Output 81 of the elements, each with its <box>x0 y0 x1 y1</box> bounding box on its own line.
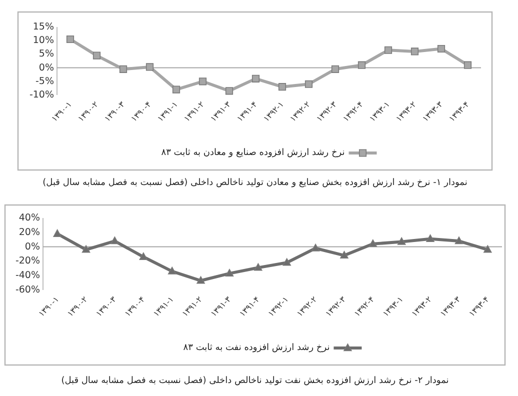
point <box>110 236 119 244</box>
x-tick-label: ۱۳۹۱-۴ <box>238 294 262 318</box>
point <box>331 65 340 73</box>
x-tick-label: ۱۳۹۲-۱ <box>266 294 290 318</box>
point <box>146 63 154 71</box>
x-tick-label: ۱۳۹۳-۳ <box>438 294 463 318</box>
y-tick-label: 0% <box>38 62 54 74</box>
point <box>119 65 128 73</box>
point <box>139 252 148 260</box>
y-tick-label: 0% <box>24 241 40 252</box>
legend: نرخ رشد ارزش افزوده نفت به ثابت ۸۳ <box>183 343 362 353</box>
point <box>437 44 446 53</box>
legend-label: نرخ رشد ارزش افزوده نفت به ثابت ۸۳ <box>183 343 330 353</box>
x-tick-label: ۱۳۹۰-۲ <box>66 294 90 318</box>
point <box>410 48 419 56</box>
point <box>252 74 260 82</box>
x-tick-label: ۱۳۹۲-۲ <box>295 294 319 318</box>
x-tick-label: ۱۳۹۲-۳ <box>324 294 348 318</box>
point <box>368 239 378 248</box>
y-tick-label: 10% <box>32 35 54 46</box>
x-tick-label: ۱۳۹۱-۱ <box>156 100 180 124</box>
point <box>225 87 234 95</box>
x-tick-label: ۱۳۹۰-۱ <box>36 294 61 318</box>
point <box>464 61 472 69</box>
x-tick-label: ۱۳۹۰-۳ <box>102 99 127 124</box>
x-tick-label: ۱۳۹۲-۴ <box>352 294 376 318</box>
x-tick-label: ۱۳۹۰-۴ <box>122 294 147 318</box>
x-tick-label: ۱۳۹۲-۲ <box>288 100 312 124</box>
x-tick-label: ۱۳۹۳-۴ <box>467 294 491 318</box>
point <box>304 80 313 88</box>
y-tick-label: 20% <box>18 226 40 238</box>
y-tick-label: -10% <box>29 90 54 100</box>
point <box>66 35 74 44</box>
point <box>454 236 464 244</box>
point <box>282 258 291 266</box>
x-tick-label: ۱۳۹۳-۱ <box>381 294 405 318</box>
point <box>254 263 262 271</box>
point <box>198 78 207 86</box>
y-tick-label: 5% <box>38 48 54 60</box>
point <box>384 46 392 54</box>
point <box>397 237 406 245</box>
point <box>278 83 286 91</box>
point <box>92 52 101 60</box>
point <box>82 245 90 253</box>
y-tick-label: -5% <box>36 76 54 87</box>
x-tick-label: ۱۳۹۲-۴ <box>341 100 365 124</box>
x-tick-label: ۱۳۹۱-۱ <box>152 294 176 318</box>
x-tick-label: ۱۳۹۲-۱ <box>262 100 286 124</box>
x-tick-label: ۱۳۹۳-۲ <box>410 294 434 318</box>
point <box>426 234 434 242</box>
x-tick-label: ۱۳۹۰-۴ <box>129 100 153 124</box>
x-tick-label: ۱۳۹۳-۴ <box>447 100 471 124</box>
x-tick-label: ۱۳۹۱-۲ <box>180 294 204 318</box>
x-tick-label: ۱۳۹۰-۲ <box>76 100 100 124</box>
x-tick-label: ۱۳۹۱-۴ <box>235 100 259 124</box>
y-tick-label: -60% <box>15 284 40 296</box>
point <box>168 266 176 274</box>
text: نمودار ۱- نرخ رشد ارزش افزوده بخش صنایع و معادن تولید ناخالص داخلی (فصل نسبت به فصل مشابه سال قبل) <box>42 178 468 188</box>
point <box>311 244 320 252</box>
x-tick-label: ۱۳۹۳-۲ <box>394 100 418 124</box>
y-tick-label: 40% <box>18 212 40 224</box>
point <box>196 276 205 284</box>
x-tick-label: ۱۳۹۳-۱ <box>368 100 392 124</box>
y-tick-label: -20% <box>15 256 40 267</box>
x-tick-label: ۱۳۹۲-۳ <box>314 99 339 124</box>
legend: نرخ رشد ارزش افزوده صنایع و معادن به ثابت ۸۳ <box>161 148 377 158</box>
x-tick-label: ۱۳۹۰-۳ <box>94 294 118 318</box>
text: نمودار ۲- نرخ رشد ارزش افزوده بخش نفت تولید ناخالص داخلی (فصل نسبت به فصل مشابه سال قبل) <box>61 376 449 386</box>
point <box>225 268 234 277</box>
x-tick-label: ۱۳۹۱-۳ <box>208 99 233 124</box>
point <box>53 229 62 237</box>
x-tick-label: ۱۳۹۱-۲ <box>182 100 206 124</box>
point <box>358 61 366 69</box>
y-tick-label: -40% <box>15 270 40 282</box>
y-tick-label: 15% <box>32 22 54 32</box>
x-tick-label: ۱۳۹۱-۳ <box>209 294 234 318</box>
x-tick-label: ۱۳۹۳-۳ <box>420 99 445 124</box>
point <box>172 86 180 94</box>
x-tick-label: ۱۳۹۰-۱ <box>50 100 74 124</box>
point <box>484 245 492 253</box>
point <box>340 250 348 259</box>
